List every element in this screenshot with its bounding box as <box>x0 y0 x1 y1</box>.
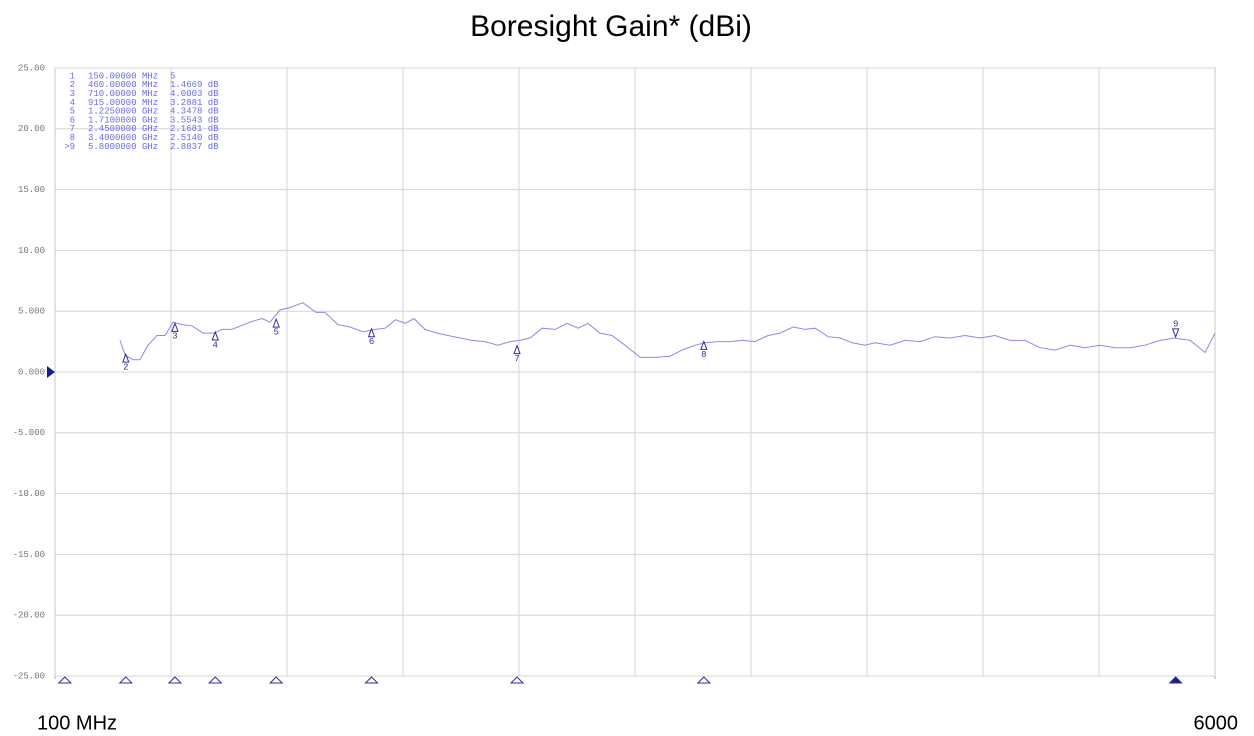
y-tick-label: 15.00 <box>18 185 45 195</box>
marker-id: 1 <box>70 71 75 81</box>
marker-foot <box>268 676 284 684</box>
marker-foot <box>167 676 183 684</box>
y-tick-label: 10.00 <box>18 246 45 256</box>
marker-id: >9 <box>64 142 75 152</box>
trace-marker <box>1171 328 1180 339</box>
x-tick-label: 6000 <box>1194 712 1239 734</box>
marker-freq: 150.00000 MHz <box>88 71 158 81</box>
marker-id: 4 <box>70 98 75 108</box>
marker-freq: 2.4500000 GHz <box>88 124 158 134</box>
y-tick-label: 20.00 <box>18 124 45 134</box>
marker-freq: 5.8000000 GHz <box>88 142 158 152</box>
trace-marker <box>171 321 179 332</box>
trace-marker-label: 5 <box>273 328 278 338</box>
trace-marker <box>367 327 376 338</box>
trace-marker-label: 4 <box>213 340 218 350</box>
marker-freq: 915.00000 MHz <box>88 98 158 108</box>
marker-id: 7 <box>70 124 75 134</box>
trace-marker <box>211 330 219 341</box>
y-tick-label: 5.000 <box>18 307 45 317</box>
y-tick-label: -5.000 <box>13 428 45 438</box>
chart-title: Boresight Gain* (dBi) <box>470 10 752 43</box>
marker-foot <box>208 676 223 684</box>
trace-marker-label: 3 <box>172 332 177 342</box>
trace-marker <box>272 317 280 328</box>
marker-value: 5 <box>170 71 175 81</box>
marker-id: 5 <box>70 107 75 117</box>
marker-foot <box>364 676 379 684</box>
trace-marker <box>513 344 521 355</box>
marker-freq: 1.7100000 GHz <box>88 115 158 125</box>
trace-marker-label: 8 <box>701 350 706 360</box>
marker-freq: 710.00000 MHz <box>88 89 158 99</box>
marker-value: 2.1681 dB <box>170 124 219 134</box>
y-tick-label: 25.00 <box>18 63 45 73</box>
marker-id: 2 <box>70 80 75 90</box>
trace-marker-label: 2 <box>123 363 128 373</box>
marker-freq: 1.2250000 GHz <box>88 107 158 117</box>
marker-value: 4.0003 dB <box>170 89 219 99</box>
marker-foot <box>1168 676 1183 684</box>
marker-freq: 3.4000000 GHz <box>88 133 158 143</box>
y-tick-label: -20.00 <box>13 611 45 621</box>
marker-id: 3 <box>70 89 75 99</box>
trace <box>119 302 1216 361</box>
marker-foot <box>57 676 73 684</box>
marker-foot <box>118 676 133 684</box>
marker-foot <box>696 676 712 684</box>
x-tick-label: 100 MHz <box>37 712 117 734</box>
marker-value: 2.5140 dB <box>170 133 219 143</box>
marker-id: 8 <box>70 133 75 143</box>
y-tick-label: -15.00 <box>13 550 45 560</box>
marker-value: 3.2881 dB <box>170 98 219 108</box>
trace-marker-label: 9 <box>1173 319 1178 329</box>
marker-id: 6 <box>70 115 75 125</box>
marker-value: 3.5543 dB <box>170 115 219 125</box>
trace-marker <box>122 352 130 363</box>
marker-value: 4.3478 dB <box>170 107 219 117</box>
marker-foot <box>509 676 525 684</box>
marker-value: 2.8837 dB <box>170 142 219 152</box>
y-tick-label: -25.00 <box>13 671 45 681</box>
trace-marker <box>700 340 708 350</box>
marker-freq: 460.00000 MHz <box>88 80 158 90</box>
y-tick-label: 0.000 <box>18 367 45 377</box>
reference-marker <box>47 366 55 378</box>
marker-value: 1.4669 dB <box>170 80 219 90</box>
trace-marker-label: 6 <box>369 337 374 347</box>
trace-marker-label: 7 <box>514 354 519 364</box>
y-tick-label: -10.00 <box>13 489 45 499</box>
